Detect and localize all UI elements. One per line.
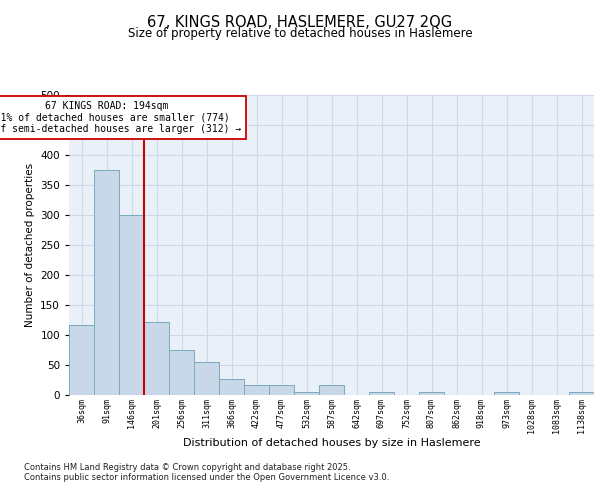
Text: 67 KINGS ROAD: 194sqm
← 71% of detached houses are smaller (774)
29% of semi-det: 67 KINGS ROAD: 194sqm ← 71% of detached … (0, 101, 242, 134)
Bar (569, 392, 594, 395)
X-axis label: Distribution of detached houses by size in Haslemere: Distribution of detached houses by size … (182, 438, 481, 448)
Text: Contains HM Land Registry data © Crown copyright and database right 2025.
Contai: Contains HM Land Registry data © Crown c… (24, 462, 389, 482)
Bar (369, 392, 394, 395)
Bar (69, 325, 94, 395)
Bar (94, 170, 119, 395)
Bar (419, 392, 444, 395)
Bar (119, 215, 144, 395)
Bar (269, 385, 294, 395)
Bar (144, 322, 169, 395)
Y-axis label: Number of detached properties: Number of detached properties (25, 163, 35, 327)
Text: Size of property relative to detached houses in Haslemere: Size of property relative to detached ho… (128, 28, 472, 40)
Text: 67, KINGS ROAD, HASLEMERE, GU27 2QG: 67, KINGS ROAD, HASLEMERE, GU27 2QG (148, 15, 452, 30)
Bar (219, 379, 244, 395)
Bar (494, 392, 519, 395)
Bar (244, 385, 269, 395)
Bar (294, 392, 319, 395)
Bar (319, 385, 344, 395)
Bar (169, 350, 194, 395)
Bar (194, 362, 219, 395)
